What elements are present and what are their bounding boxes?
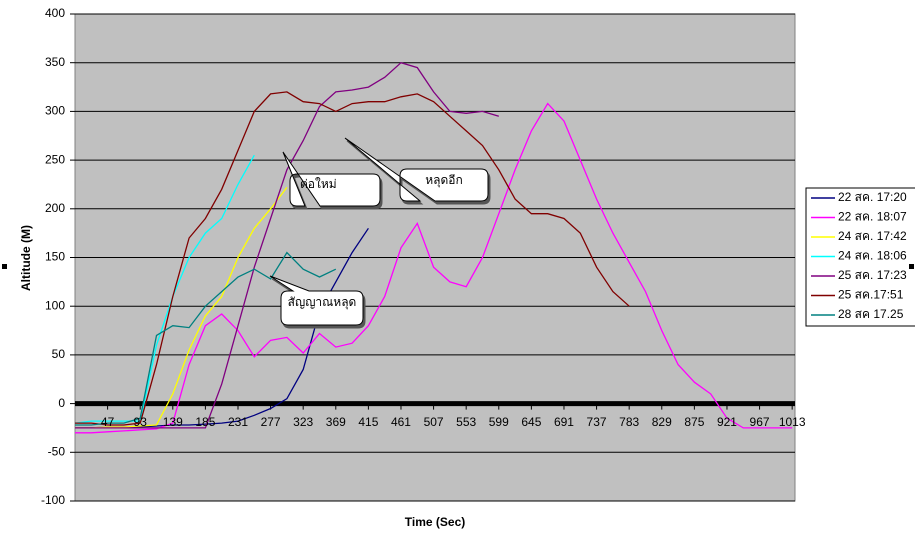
y-tick-label: 50: [52, 347, 66, 361]
y-tick-label: 200: [45, 201, 65, 215]
x-axis-title: Time (Sec): [405, 515, 465, 529]
series-line: [74, 154, 255, 424]
series-line: [75, 91, 630, 426]
x-tick-label: 369: [326, 415, 346, 429]
annotation: หลุดอีก: [425, 173, 463, 188]
series-line: [75, 61, 499, 429]
annotation: สัญญาณหลุด: [288, 295, 357, 310]
legend-label: 24 สค. 18:06: [838, 249, 907, 263]
selection-handle: [2, 264, 7, 269]
x-tick-label: 323: [293, 415, 313, 429]
x-tick-label: 507: [424, 415, 444, 429]
y-tick-label: 350: [45, 55, 65, 69]
x-tick-label: 921: [717, 415, 737, 429]
x-tick-label: 875: [684, 415, 704, 429]
callout-box: [269, 275, 364, 326]
x-tick-label: 967: [750, 415, 770, 429]
x-tick-label: 783: [619, 415, 639, 429]
x-tick-label: 829: [652, 415, 672, 429]
x-tick-label: 1013: [779, 415, 806, 429]
y-tick-label: -50: [48, 444, 66, 458]
y-tick-label: 100: [45, 298, 65, 312]
x-tick-label: 691: [554, 415, 574, 429]
x-tick-label: 737: [587, 415, 607, 429]
x-tick-label: 553: [456, 415, 476, 429]
x-tick-label: 415: [358, 415, 378, 429]
annotation: ต่อใหม่: [300, 177, 337, 191]
legend-label: 28 สค 17.25: [838, 307, 904, 321]
y-axis-title: Altitude (M): [19, 225, 33, 291]
callout-box: [344, 137, 489, 202]
x-tick-label: 93: [134, 415, 148, 429]
x-tick-label: 231: [228, 415, 248, 429]
selection-handle: [909, 264, 914, 269]
x-tick-label: 185: [195, 415, 215, 429]
y-tick-label: 150: [45, 250, 65, 264]
x-tick-label: 139: [163, 415, 183, 429]
x-tick-label: 599: [489, 415, 509, 429]
y-tick-label: 0: [58, 396, 65, 410]
callout-box: [282, 151, 381, 207]
x-tick-label: 461: [391, 415, 411, 429]
series-line: [75, 251, 337, 426]
legend-label: 22 สค. 17:20: [838, 190, 907, 204]
series-line: [75, 187, 288, 429]
x-tick-label: 47: [101, 415, 115, 429]
x-tick-label: 645: [521, 415, 541, 429]
legend-label: 24 สค. 17:42: [838, 229, 907, 243]
y-tick-label: 300: [45, 104, 65, 118]
x-tick-label: 277: [261, 415, 281, 429]
y-tick-label: 400: [45, 6, 65, 20]
series-line: [75, 102, 793, 434]
legend-label: 22 สค. 18:07: [838, 210, 907, 224]
y-tick-label: 250: [45, 152, 65, 166]
legend-label: 25 สค. 17:23: [838, 268, 907, 282]
y-tick-label: -100: [41, 493, 65, 507]
legend-label: 25 สค.17:51: [838, 288, 904, 302]
